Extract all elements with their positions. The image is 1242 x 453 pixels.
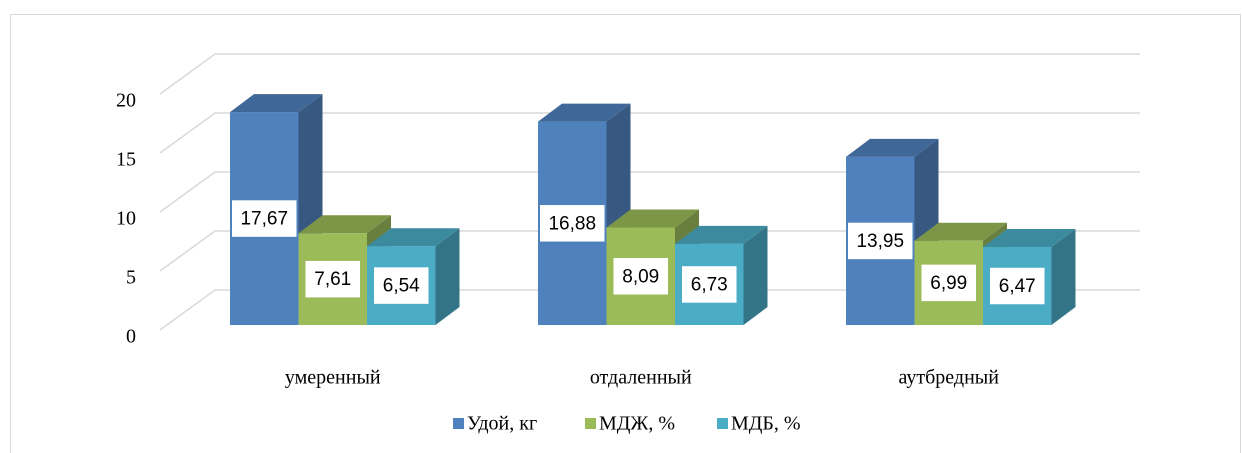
bar-top [983,229,1076,248]
bar-top [675,225,768,244]
bar [367,228,460,325]
data-label-box [612,256,670,297]
data-label-box [538,203,606,244]
data-label-box [230,198,298,239]
grid-line [159,230,1140,272]
data-label-box [372,265,430,306]
legend-swatch [453,418,464,429]
bar-top [914,222,1007,241]
grid-line [159,53,1140,95]
y-tick-label: 15 [116,149,136,171]
data-label: 6,47 [999,276,1036,297]
data-label-box [304,259,362,299]
data-label-box [680,264,738,305]
legend-swatch [585,418,596,429]
legend-label: Удой, кг [467,413,537,435]
data-label: 13,95 [856,231,904,252]
y-tick-label: 5 [126,267,136,289]
grid-line [159,171,1140,213]
bar-side [435,228,460,325]
grid-line [159,112,1140,154]
bar-side [1051,229,1076,325]
x-tick-label: аутбредный [899,367,1000,389]
data-label: 6,54 [383,276,420,297]
data-label: 17,67 [240,209,288,230]
grid-line [159,289,1140,331]
legend-swatch [717,418,728,429]
bar-top [298,215,391,234]
y-tick-label: 20 [116,90,136,112]
data-label-box [988,266,1046,306]
data-label: 6,73 [691,274,728,295]
y-tick-label: 0 [126,326,136,348]
bar-top [538,103,631,122]
x-tick-label: умеренный [285,367,381,389]
data-label: 7,61 [314,269,351,290]
data-label-box [846,221,914,261]
bar-top [606,209,699,228]
y-tick-label: 10 [116,208,136,230]
legend-label: МДБ, % [731,413,801,435]
x-tick-label: отдаленный [590,367,692,389]
bar-top [367,228,460,247]
data-label: 6,99 [930,273,967,294]
bar-side [743,225,768,325]
bar-top [846,138,939,157]
bar-top [230,94,323,113]
data-label: 8,09 [622,266,659,287]
data-label-box [920,263,978,303]
data-label: 16,88 [548,213,596,234]
legend-label: МДЖ, % [599,413,675,435]
